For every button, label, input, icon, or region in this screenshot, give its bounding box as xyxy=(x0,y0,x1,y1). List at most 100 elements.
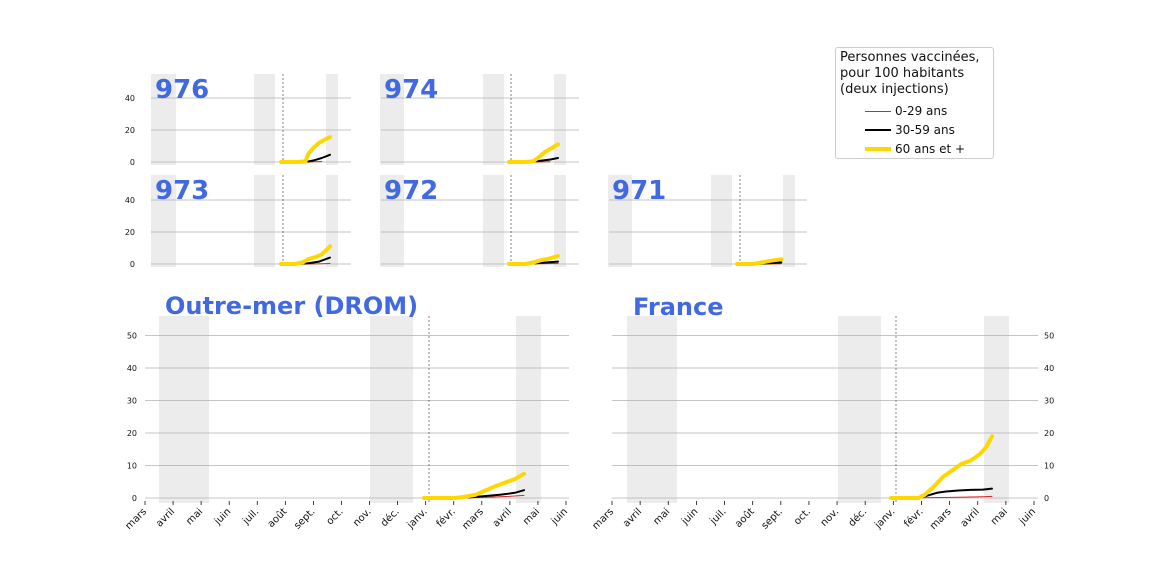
ytick-label: 40 xyxy=(127,364,137,373)
panel-title: 971 xyxy=(612,176,666,206)
ytick-label: 0 xyxy=(130,158,135,167)
xtick-label: sept. xyxy=(760,506,785,531)
xtick-label: déc. xyxy=(378,506,401,529)
xtick-label: févr. xyxy=(902,506,926,530)
series-line-2 xyxy=(735,257,784,266)
legend-label-0-29: 0-29 ans xyxy=(895,104,948,118)
xtick-label: mars xyxy=(460,506,486,532)
xtick-label: avril xyxy=(491,506,514,529)
shade-period xyxy=(151,175,176,267)
ytick-label: 20 xyxy=(1044,429,1054,438)
shade-period xyxy=(984,316,1009,503)
panel-974: 974 xyxy=(380,74,579,165)
legend-title: Personnes vaccinées, pour 100 habitants … xyxy=(840,50,980,98)
series-line-2 xyxy=(507,142,560,164)
ytick-label: 50 xyxy=(127,332,137,341)
xtick-label: juin xyxy=(549,506,570,527)
shade-period xyxy=(159,316,209,503)
xtick-label: nov. xyxy=(351,506,373,528)
xtick-label: juin xyxy=(1017,506,1038,527)
xtick-label: déc. xyxy=(846,506,869,529)
ytick-label: 40 xyxy=(125,94,135,103)
shade-period xyxy=(838,316,881,503)
ytick-label: 0 xyxy=(132,494,137,503)
legend-label-30-59: 30-59 ans xyxy=(895,123,955,137)
shade-period xyxy=(554,74,566,165)
shade-period xyxy=(608,175,632,267)
legend-swatch-30-59 xyxy=(865,129,891,131)
legend-title-line-3: (deux injections) xyxy=(840,82,949,97)
ytick-label: 20 xyxy=(125,228,135,237)
shade-period xyxy=(326,175,338,267)
xtick-label: juil. xyxy=(240,506,261,527)
shade-period xyxy=(380,175,404,267)
ytick-label: 40 xyxy=(1044,364,1054,373)
xtick-label: sept. xyxy=(292,506,317,531)
ytick-label: 20 xyxy=(125,126,135,135)
xtick-label: juin xyxy=(212,506,233,527)
legend-swatch-0-29 xyxy=(865,110,891,112)
shade-period xyxy=(254,175,275,267)
ytick-label: 30 xyxy=(1044,397,1054,406)
xtick-label: mai xyxy=(989,506,1010,527)
panel-Outre-mer (DROM): 01020304050mars avril mai juin juil. août sept… xyxy=(124,292,571,532)
legend-item-30-59: 30-59 ans xyxy=(865,121,955,139)
xtick-label: févr. xyxy=(434,506,458,530)
series-line-2 xyxy=(422,471,526,500)
panel-title: 974 xyxy=(384,75,438,105)
xtick-label: janv. xyxy=(405,506,430,531)
ytick-label: 40 xyxy=(125,196,135,205)
xtick-label: nov. xyxy=(819,506,841,528)
shade-period xyxy=(554,175,566,267)
xtick-label: oct. xyxy=(325,506,346,527)
xtick-label: août xyxy=(265,506,289,530)
series-line-2 xyxy=(279,244,332,266)
ytick-label: 30 xyxy=(127,397,137,406)
xtick-label: janv. xyxy=(872,506,897,531)
shade-period xyxy=(483,175,504,267)
series-line-2 xyxy=(889,434,994,500)
ytick-label: 0 xyxy=(130,260,135,269)
panel-976: 0 20 40 976 xyxy=(125,74,351,167)
xtick-label: avril xyxy=(959,506,982,529)
xtick-label: juil. xyxy=(708,506,729,527)
xtick-label: mai xyxy=(521,506,542,527)
panel-title: France xyxy=(633,293,723,321)
xtick-label: juin xyxy=(679,506,700,527)
xtick-label: mars xyxy=(591,506,617,532)
shade-period xyxy=(380,74,404,165)
shade-period xyxy=(783,175,795,267)
panel-title: 973 xyxy=(155,176,209,206)
panel-971: 971 xyxy=(608,175,807,267)
shade-period xyxy=(254,74,275,165)
shade-period xyxy=(370,316,413,503)
legend-item-60-plus: 60 ans et + xyxy=(865,140,966,158)
panel-title: 972 xyxy=(384,176,438,206)
xtick-label: mai xyxy=(651,506,672,527)
shade-period xyxy=(627,316,677,503)
xtick-label: mars xyxy=(124,506,150,532)
shade-period xyxy=(326,74,338,165)
ytick-label: 10 xyxy=(127,462,137,471)
xtick-label: mai xyxy=(184,506,205,527)
legend: Personnes vaccinées, pour 100 habitants … xyxy=(835,47,994,159)
xtick-label: août xyxy=(732,506,756,530)
series-line-2 xyxy=(279,135,332,164)
xtick-label: avril xyxy=(154,506,177,529)
shade-period xyxy=(711,175,732,267)
legend-label-60-plus: 60 ans et + xyxy=(895,142,966,156)
legend-title-line-2: pour 100 habitants xyxy=(840,66,965,81)
panel-972: 972 xyxy=(380,175,579,267)
legend-swatch-60-plus xyxy=(865,147,891,151)
xtick-label: mars xyxy=(928,506,954,532)
ytick-label: 20 xyxy=(127,429,137,438)
ytick-label: 50 xyxy=(1044,332,1054,341)
xtick-label: avril xyxy=(621,506,644,529)
legend-title-line-1: Personnes vaccinées, xyxy=(840,50,980,65)
shade-period xyxy=(483,74,504,165)
ytick-label: 0 xyxy=(1044,494,1049,503)
panel-title: Outre-mer (DROM) xyxy=(165,292,418,320)
ytick-label: 10 xyxy=(1044,462,1054,471)
